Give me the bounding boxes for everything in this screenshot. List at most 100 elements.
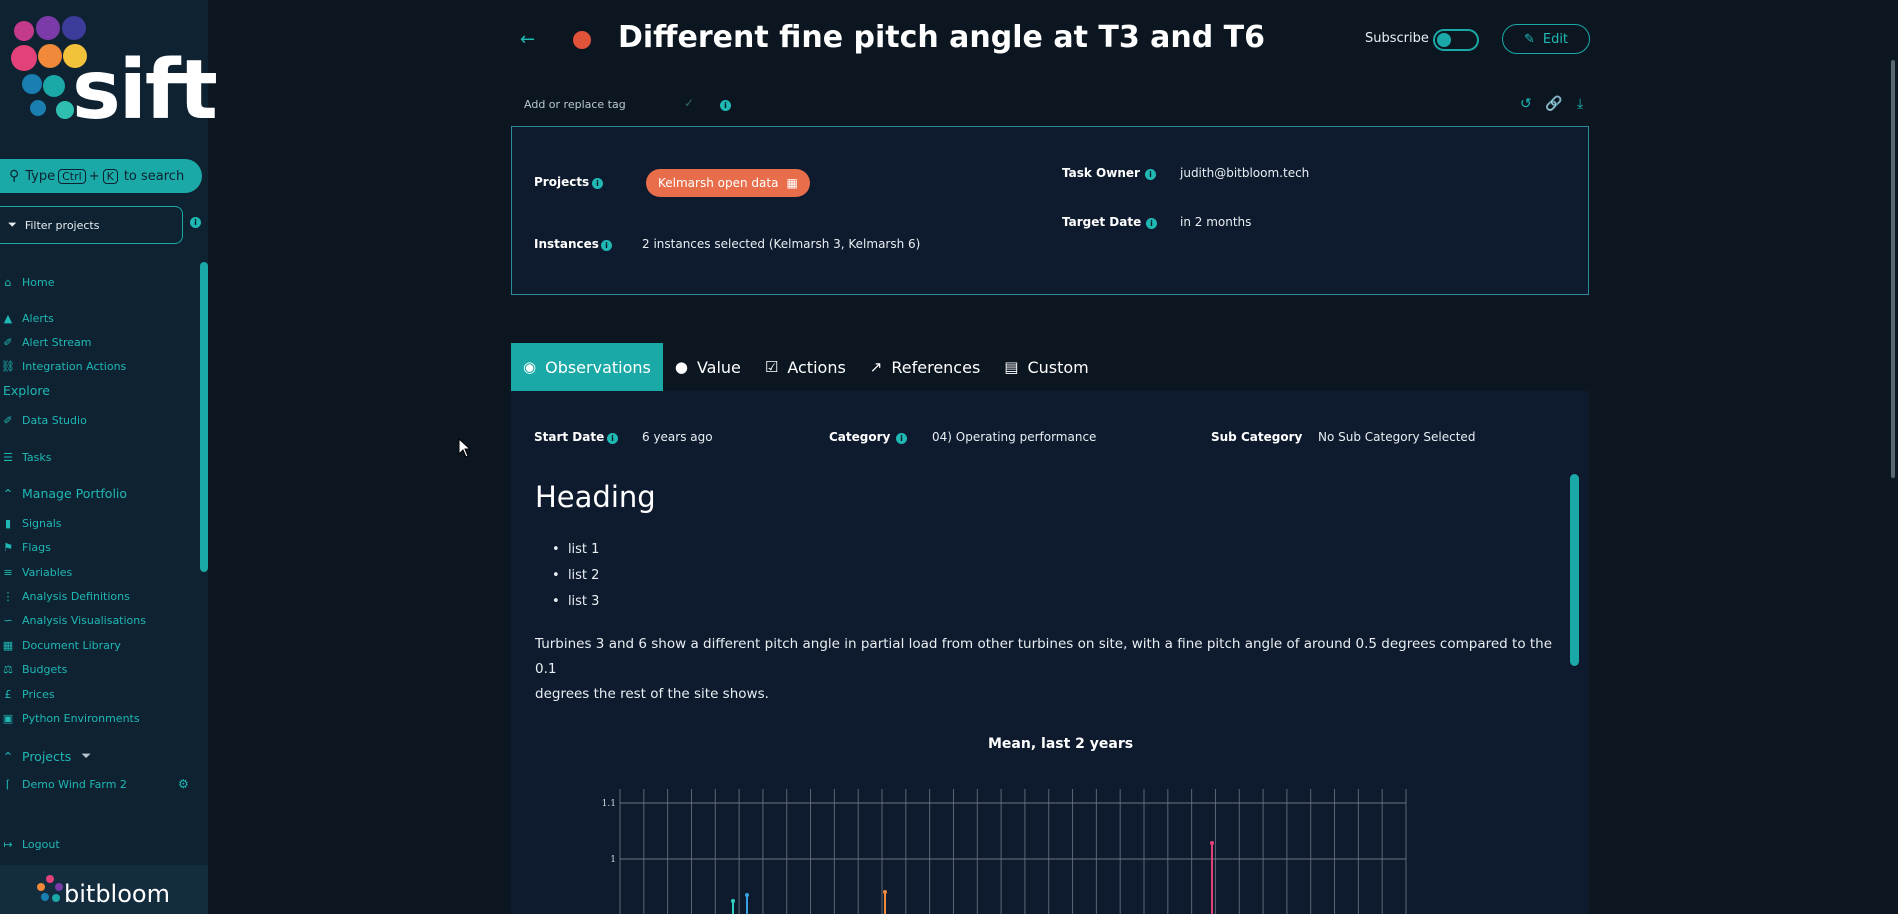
observations-panel xyxy=(511,391,1589,914)
sidebar-item-label: Home xyxy=(22,276,55,289)
checkbox-icon: ☑ xyxy=(764,358,779,376)
info-icon[interactable]: i xyxy=(601,240,612,251)
sidebar-scrollbar[interactable] xyxy=(200,262,208,572)
sidebar-item-label: Alerts xyxy=(22,312,54,325)
edit-label: Edit xyxy=(1542,31,1569,47)
sidebar-item-variables[interactable]: ≡ Variables xyxy=(0,566,72,579)
sidebar-item-prices[interactable]: £ Prices xyxy=(0,688,55,701)
target-date-value: in 2 months xyxy=(1180,215,1252,229)
link-icon: ⛓ xyxy=(1,360,15,373)
check-icon[interactable]: ✓ xyxy=(684,96,695,110)
sidebar-item-integration-actions[interactable]: ⛓ Integration Actions xyxy=(0,360,126,373)
tab-actions[interactable]: ☑ Actions xyxy=(753,343,858,391)
sidebar-item-label: Integration Actions xyxy=(22,360,127,373)
sidebar-item-signals[interactable]: ▮ Signals xyxy=(0,517,62,530)
filter-icon: ⏷ xyxy=(8,218,17,231)
task-owner-label: Task Owner xyxy=(1062,166,1140,180)
signals-icon: ▮ xyxy=(4,517,12,530)
project-tag-label: Kelmarsh open data xyxy=(658,176,779,190)
chart-icon: ∽ xyxy=(3,614,13,627)
sidebar-item-tasks[interactable]: ☰ Tasks xyxy=(0,451,51,464)
observation-heading: Heading xyxy=(535,480,656,514)
sidebar-item-label: Prices xyxy=(22,688,55,701)
info-icon[interactable]: i xyxy=(720,100,731,111)
page-title: Different fine pitch angle at T3 and T6 xyxy=(618,20,1266,55)
search-icon: ⚲ xyxy=(9,168,20,184)
info-icon[interactable]: i xyxy=(190,217,201,228)
ctrl-key: Ctrl xyxy=(58,168,86,184)
toggle-knob xyxy=(1437,33,1451,47)
tab-custom[interactable]: ▤ Custom xyxy=(992,343,1100,391)
list-item: • list 3 xyxy=(552,594,600,609)
filter-icon[interactable]: ⏷ xyxy=(81,748,92,763)
task-details-panel xyxy=(511,126,1589,295)
sidebar-item-budgets[interactable]: ⚖ Budgets xyxy=(0,663,67,676)
sidebar-item-analysis-visualisations[interactable]: ∽ Analysis Visualisations xyxy=(0,614,146,627)
download-icon[interactable]: ⤓ xyxy=(1577,96,1584,112)
info-icon[interactable]: i xyxy=(1146,218,1157,229)
info-icon[interactable]: i xyxy=(1145,169,1156,180)
category-label: Category xyxy=(829,430,891,444)
section-manage-portfolio[interactable]: ⌃ Manage Portfolio xyxy=(0,486,127,501)
stream-icon: ✐ xyxy=(3,336,13,349)
subscribe-label: Subscribe xyxy=(1365,31,1429,46)
gear-icon[interactable]: ⚙ xyxy=(178,777,189,791)
filter-projects-input[interactable]: ⏷ Filter projects xyxy=(0,206,183,244)
sidebar-item-label: Signals xyxy=(22,517,62,530)
project-tag[interactable]: Kelmarsh open data ▦ xyxy=(646,169,810,197)
panel-scrollbar[interactable] xyxy=(1570,474,1579,666)
back-arrow-icon[interactable]: ← xyxy=(520,29,536,50)
eye-icon: ◉ xyxy=(523,358,537,376)
info-icon[interactable]: i xyxy=(592,178,603,189)
list-alt-icon: ▤ xyxy=(1004,358,1019,376)
sidebar-item-alerts[interactable]: ▲ Alerts xyxy=(0,312,54,325)
sidebar-item-analysis-definitions[interactable]: ⋮ Analysis Definitions xyxy=(0,590,130,603)
chart-point xyxy=(883,890,887,894)
info-icon[interactable]: i xyxy=(896,433,907,444)
sidebar-item-python-environments[interactable]: ▣ Python Environments xyxy=(0,712,140,725)
sidebar-item-data-studio[interactable]: ✐ Data Studio xyxy=(0,414,86,427)
bitbloom-logo-icon xyxy=(37,875,63,902)
task-owner-value: judith@bitbloom.tech xyxy=(1180,166,1310,180)
tab-value[interactable]: ● Value xyxy=(663,343,753,391)
alert-icon: ▲ xyxy=(3,312,13,325)
sidebar-item-document-library[interactable]: ▦ Document Library xyxy=(0,639,121,652)
sidebar: sift ⚲ Type Ctrl + K to search ⏷ Filter … xyxy=(0,0,218,914)
sidebar-item-label: Tasks xyxy=(22,451,52,464)
link-icon[interactable]: 🔗 xyxy=(1545,96,1563,112)
instances-label: Instances xyxy=(534,237,599,251)
history-icon[interactable]: ↺ xyxy=(1520,96,1532,112)
list-item: • list 2 xyxy=(552,568,600,583)
chevron-up-icon: ⌃ xyxy=(2,748,14,764)
sidebar-item-flags[interactable]: ⚑ Flags xyxy=(0,541,51,554)
logout-icon: ↦ xyxy=(3,838,13,851)
lightbulb-icon: ● xyxy=(674,358,688,376)
chart-title: Mean, last 2 years xyxy=(988,736,1134,752)
subscribe-toggle[interactable] xyxy=(1433,29,1479,51)
sidebar-item-logout[interactable]: ↦ Logout xyxy=(0,838,59,851)
info-icon[interactable]: i xyxy=(607,433,618,444)
search-button[interactable]: ⚲ Type Ctrl + K to search xyxy=(0,159,202,193)
tab-observations[interactable]: ◉ Observations xyxy=(511,343,663,391)
bitbloom-wordmark: bitbloom xyxy=(64,880,170,908)
sidebar-item-home[interactable]: ⌂ Home xyxy=(0,276,55,289)
edit-button[interactable]: ✎ Edit xyxy=(1502,24,1590,54)
tab-references[interactable]: ↗ References xyxy=(858,343,992,391)
map-icon: ▦ xyxy=(786,176,798,190)
tag-input[interactable]: Add or replace tag xyxy=(524,98,626,111)
filter-placeholder: Filter projects xyxy=(24,218,100,232)
section-projects[interactable]: ⌃ Projects ⏷ xyxy=(0,748,92,764)
tab-label: References xyxy=(891,357,981,377)
sidebar-item-alert-stream[interactable]: ✐ Alert Stream xyxy=(0,336,91,349)
sidebar-item-label: Variables xyxy=(22,566,73,579)
tab-label: Observations xyxy=(545,357,651,377)
page-scrollbar[interactable] xyxy=(1891,60,1895,478)
tasks-icon: ☰ xyxy=(3,451,13,464)
sidebar-item-demo-wind-farm-2[interactable]: ⌈ Demo Wind Farm 2 xyxy=(0,778,127,791)
chart-point xyxy=(731,899,735,903)
sidebar-item-label: Alert Stream xyxy=(22,336,92,349)
section-explore: Explore xyxy=(3,383,50,398)
paragraph-line: Turbines 3 and 6 show a different pitch … xyxy=(535,636,1553,677)
category-value: 04) Operating performance xyxy=(932,430,1097,444)
home-icon: ⌂ xyxy=(4,276,12,289)
